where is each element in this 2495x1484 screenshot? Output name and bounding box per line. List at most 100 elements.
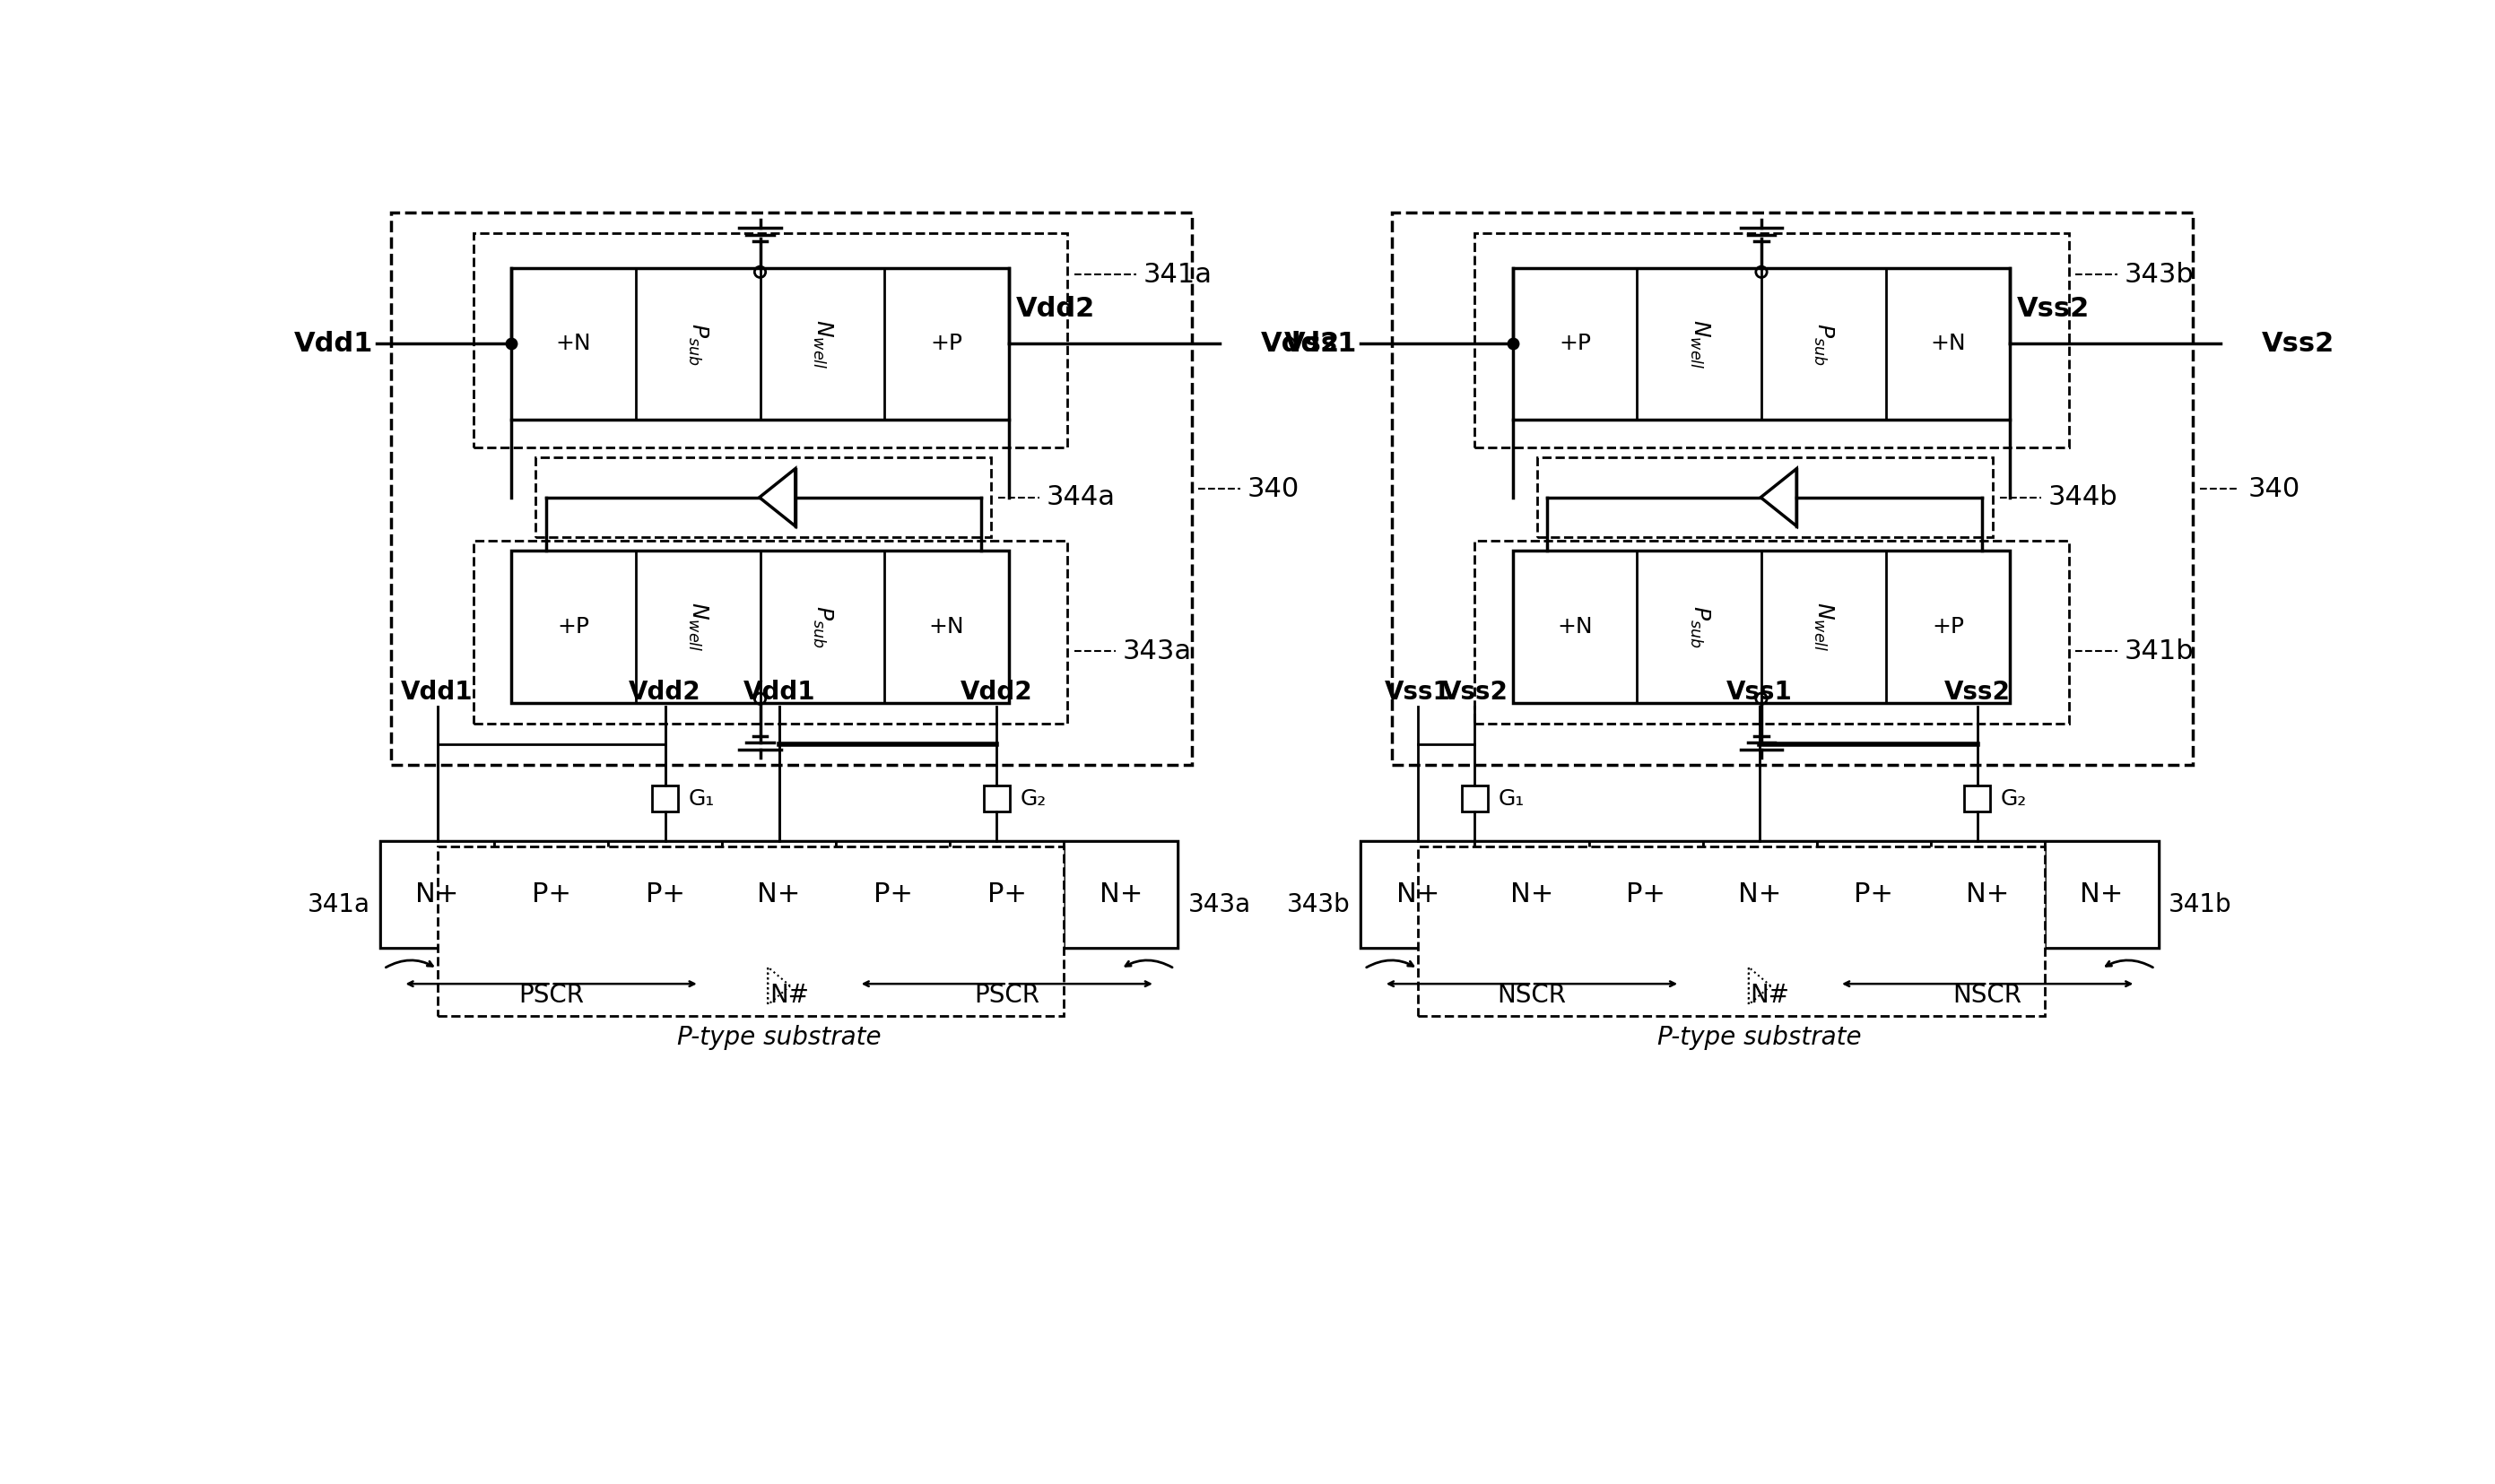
Polygon shape [758,469,796,527]
Bar [1475,540,2068,724]
Text: PSCR: PSCR [973,982,1040,1008]
Bar [836,841,951,948]
Text: Vdd2: Vdd2 [1260,331,1340,356]
Bar [721,841,836,948]
Text: Vss1: Vss1 [1385,680,1452,705]
Bar [983,785,1010,812]
Text: +N: +N [1557,616,1592,638]
Bar [651,785,679,812]
Bar [1964,785,1991,812]
Text: N#: N# [1751,982,1789,1008]
Bar [379,841,494,948]
Bar [1417,846,2043,1015]
Text: 340: 340 [2248,476,2300,502]
Text: P+: P+ [1627,881,1667,907]
Text: P+: P+ [873,881,913,907]
Bar [1475,233,2068,447]
Polygon shape [1761,469,1796,527]
Bar [2043,841,2158,948]
Bar [474,540,1068,724]
Text: P-type substrate: P-type substrate [676,1025,881,1051]
Text: PSCR: PSCR [519,982,584,1008]
Text: NSCR: NSCR [1497,982,1567,1008]
Text: G₁: G₁ [689,788,716,810]
Bar [511,551,1008,703]
Bar [1931,841,2043,948]
Text: N+: N+ [1966,881,2008,907]
Bar [1816,841,1931,948]
Text: $P_{sub}$: $P_{sub}$ [1811,322,1836,365]
Text: P+: P+ [646,881,684,907]
Text: N#: N# [768,982,808,1008]
Text: Vdd2: Vdd2 [1015,297,1095,322]
Bar [1392,212,2193,764]
Bar [609,841,721,948]
Text: +P: +P [556,616,589,638]
Bar [1360,841,2158,948]
Text: NSCR: NSCR [1954,982,2021,1008]
Text: N+: N+ [1100,881,1143,907]
Text: $P_{sub}$: $P_{sub}$ [1687,605,1712,649]
Text: Vdd2: Vdd2 [961,680,1033,705]
Bar [1537,457,1994,537]
Bar [1462,785,1487,812]
Bar [1589,841,1702,948]
Text: N+: N+ [1509,881,1554,907]
Text: $N_{well}$: $N_{well}$ [686,603,709,651]
Text: 343b: 343b [1287,892,1350,917]
Text: $P_{sub}$: $P_{sub}$ [686,322,709,365]
Bar [951,841,1063,948]
Text: N+: N+ [758,881,801,907]
Bar [494,841,609,948]
Text: 343b: 343b [2123,261,2193,288]
Text: Vss1: Vss1 [1285,331,1357,356]
Text: Vss1: Vss1 [1727,680,1794,705]
Bar [392,212,1193,764]
Bar [474,233,1068,447]
Bar [511,267,1008,420]
Text: $N_{well}$: $N_{well}$ [1811,603,1836,651]
Text: P+: P+ [531,881,571,907]
Text: $N_{well}$: $N_{well}$ [811,319,833,368]
Text: +N: +N [1931,332,1966,355]
Text: G₁: G₁ [1499,788,1524,810]
Text: Vdd1: Vdd1 [402,680,474,705]
Text: Vss2: Vss2 [1442,680,1507,705]
Text: +P: +P [931,332,963,355]
Text: P-type substrate: P-type substrate [1657,1025,1861,1051]
Text: $N_{well}$: $N_{well}$ [1687,319,1712,368]
Text: Vdd1: Vdd1 [294,331,374,356]
Text: 340: 340 [1248,476,1300,502]
Text: +N: +N [556,332,591,355]
Bar [437,846,1063,1015]
Text: N+: N+ [1397,881,1440,907]
Text: N+: N+ [417,881,459,907]
Text: G₂: G₂ [1020,788,1045,810]
Text: 344b: 344b [2048,484,2118,510]
Text: $P_{sub}$: $P_{sub}$ [811,605,833,649]
Text: 341b: 341b [2123,638,2193,663]
Text: Vss2: Vss2 [1944,680,2011,705]
Bar [1475,841,1589,948]
Text: Vss2: Vss2 [2263,331,2335,356]
Text: Vdd2: Vdd2 [629,680,701,705]
Bar [1063,841,1178,948]
Text: 341a: 341a [307,892,369,917]
Text: Vdd1: Vdd1 [744,680,816,705]
Text: 341b: 341b [2168,892,2233,917]
Text: P+: P+ [1854,881,1894,907]
Text: N+: N+ [1739,881,1781,907]
Text: 343a: 343a [1188,892,1250,917]
Text: +P: +P [1931,616,1964,638]
Bar [1512,551,2011,703]
Text: 343a: 343a [1123,638,1193,663]
Bar [536,457,991,537]
Text: +P: +P [1559,332,1592,355]
Text: 344a: 344a [1048,484,1115,510]
Text: N+: N+ [2081,881,2123,907]
Text: G₂: G₂ [2001,788,2026,810]
Bar [379,841,1178,948]
Text: Vss2: Vss2 [2016,297,2091,322]
Text: 341a: 341a [1143,261,1213,288]
Bar [1702,841,1816,948]
